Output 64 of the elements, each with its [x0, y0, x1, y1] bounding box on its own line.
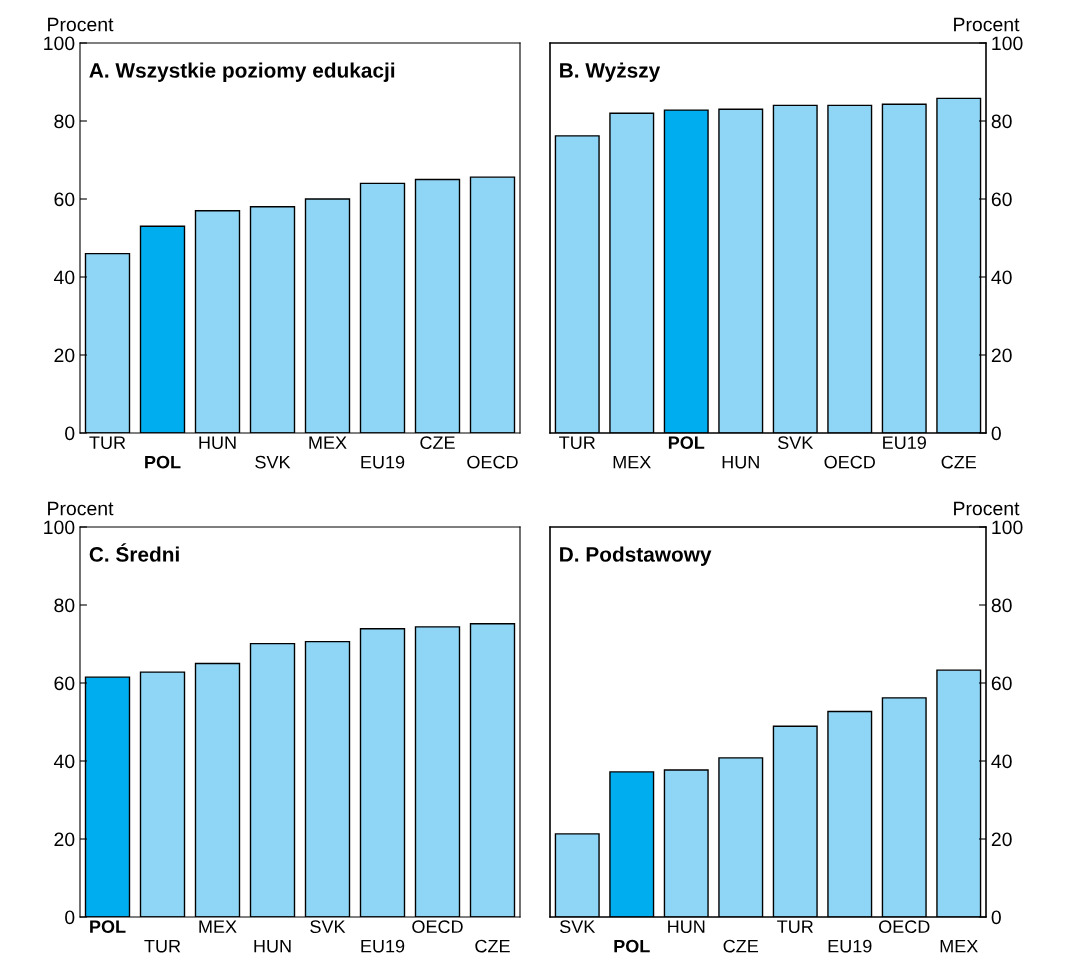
y2-tick-label: 20 [991, 348, 1012, 363]
x-tick-label: OECD [467, 455, 518, 469]
x-tick-label: CZE [475, 939, 510, 953]
y2-tick-label: 0 [991, 426, 1001, 441]
x-tick-label: MEX [309, 436, 347, 449]
text: B. Wyższy [560, 62, 661, 82]
y-tick-label: 40 [53, 754, 75, 769]
text: A. Wszystkie poziomy edukacji [89, 62, 395, 82]
x-tick-label: SVK [255, 455, 291, 469]
y2-tick-label: 60 [991, 192, 1012, 207]
y2-tick-label: 100 [992, 520, 1023, 535]
x-tick-label: POL [145, 455, 181, 469]
y-tick-label: 80 [54, 598, 75, 613]
x-tick-label: HUN [199, 436, 236, 450]
x-tick-label: EU19 [361, 455, 405, 469]
x-tick-label: MEX [940, 939, 978, 953]
x-tick-label: TUR [144, 939, 181, 953]
x-tick-label: HUN [668, 920, 705, 934]
x-tick-label: CZE [420, 436, 455, 450]
x-tick-label: CZE [723, 939, 759, 953]
y-tick-label: 20 [54, 832, 75, 847]
x-tick-label: OECD [824, 455, 875, 469]
x-tick-label: TUR [559, 436, 595, 450]
y-tick-label: 40 [53, 270, 75, 285]
x-tick-label: EU19 [361, 939, 405, 953]
x-tick-label: HUN [254, 939, 291, 953]
y-tick-label: 100 [44, 520, 75, 535]
x-tick-label: SVK [778, 436, 814, 450]
y-tick-label: 0 [65, 910, 75, 925]
x-tick-label: CZE [941, 455, 977, 469]
text: C. Średni [89, 543, 179, 562]
y-tick-label: 20 [54, 348, 75, 363]
y2-tick-label: 20 [991, 832, 1012, 847]
x-tick-label: SVK [560, 920, 596, 934]
text: D. Podstawowy [560, 546, 712, 566]
x-tick-label: OECD [412, 920, 463, 934]
y2-axis-title: Procent [954, 501, 1020, 516]
y-axis-title: Procent [48, 501, 114, 516]
y-tick-label: 100 [44, 36, 75, 51]
y2-tick-label: 0 [991, 910, 1001, 925]
x-tick-label: EU19 [883, 436, 926, 450]
x-tick-label: EU19 [828, 939, 872, 953]
x-tick-label: TUR [89, 436, 126, 450]
y2-tick-label: 80 [991, 114, 1012, 129]
y2-tick-label: 40 [991, 754, 1012, 769]
x-tick-label: POL [668, 436, 705, 450]
x-tick-label: HUN [722, 455, 759, 469]
y-tick-label: 80 [54, 114, 75, 129]
y2-tick-label: 80 [991, 598, 1012, 613]
x-tick-label: MEX [613, 455, 651, 469]
y2-tick-label: 40 [991, 270, 1012, 285]
x-tick-label: POL [614, 939, 650, 953]
x-tick-label: MEX [199, 920, 237, 933]
x-tick-label: TUR [777, 920, 813, 934]
y2-tick-label: 60 [991, 676, 1012, 691]
y2-tick-label: 100 [992, 36, 1023, 51]
y-axis-title: Procent [48, 17, 114, 32]
x-tick-label: POL [90, 920, 126, 934]
y-tick-label: 60 [54, 676, 75, 691]
y2-axis-title: Procent [954, 17, 1020, 32]
x-tick-label: OECD [879, 920, 930, 934]
y-tick-label: 0 [65, 426, 75, 441]
x-tick-label: SVK [310, 920, 346, 934]
y-tick-label: 60 [54, 192, 75, 207]
